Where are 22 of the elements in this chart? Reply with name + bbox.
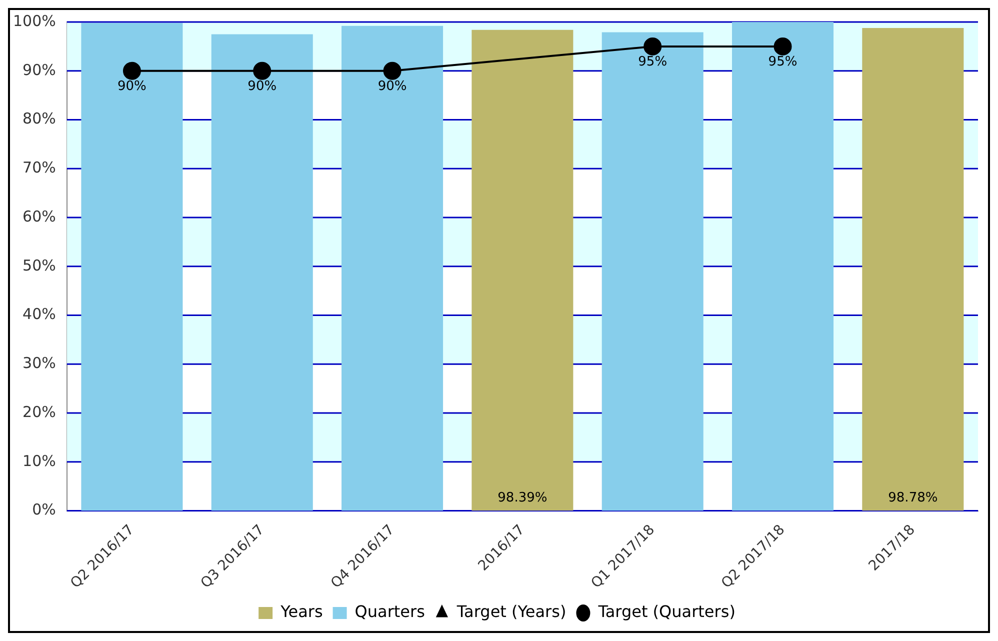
- legend-label: Target (Quarters): [597, 602, 736, 622]
- data-label: 95%: [768, 54, 798, 70]
- data-label: 90%: [378, 78, 407, 94]
- y-tick-label: 10%: [22, 452, 56, 470]
- data-label: 90%: [118, 78, 146, 94]
- y-tick-label: 30%: [22, 354, 56, 372]
- legend-label: Quarters: [354, 602, 425, 622]
- y-tick-label: 0%: [32, 500, 56, 519]
- legend-label: Years: [280, 602, 323, 622]
- legend-label: Target (Years): [456, 602, 566, 622]
- y-tick-label: 100%: [12, 12, 56, 30]
- y-tick-label: 70%: [22, 158, 56, 177]
- y-tick-label: 50%: [22, 256, 56, 274]
- y-tick-label: 80%: [22, 110, 56, 128]
- y-tick-label: 40%: [22, 305, 56, 324]
- data-label: 95%: [638, 54, 668, 70]
- data-label: 90%: [248, 78, 277, 94]
- data-label: 98.39%: [498, 490, 548, 506]
- y-tick-label: 20%: [22, 402, 56, 421]
- y-tick-label: 60%: [22, 207, 56, 226]
- data-label: 98.78%: [888, 490, 938, 506]
- y-tick-label: 90%: [22, 60, 56, 79]
